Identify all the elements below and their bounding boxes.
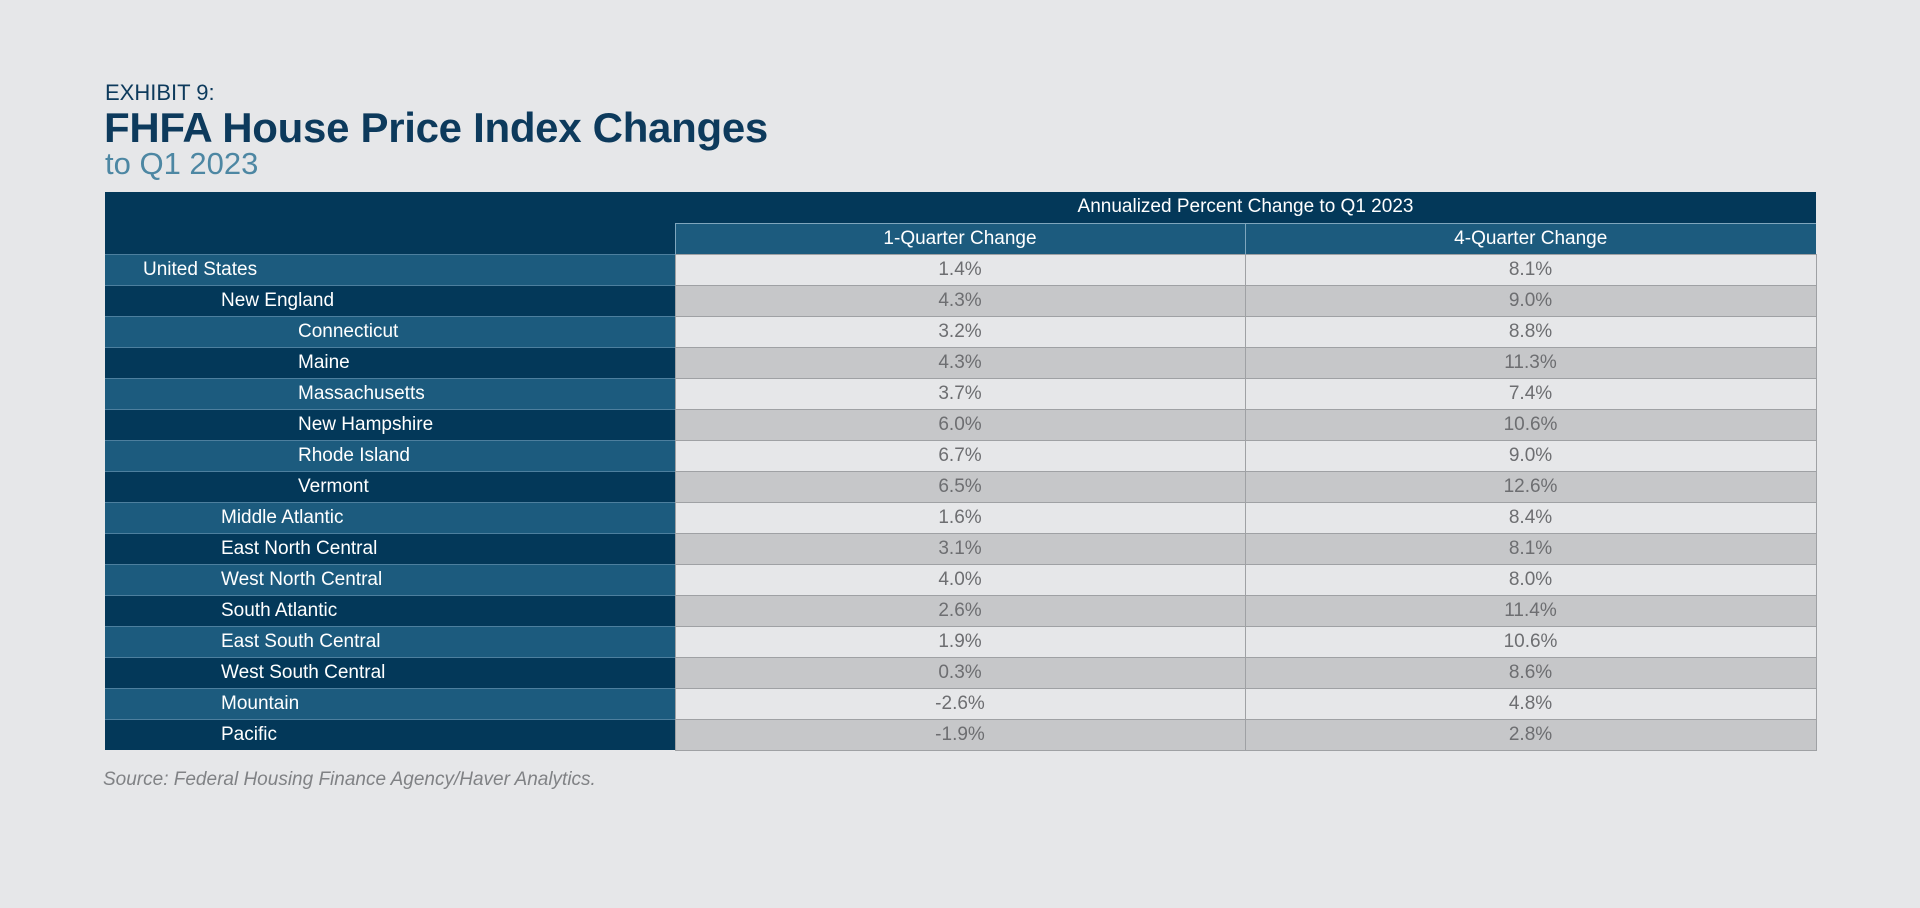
four-quarter-change-cell: 4.8% (1244, 687, 1817, 720)
table-body: United States 1.4% 8.1% New England 4.3% 9.0%… (105, 253, 1817, 751)
region-name-cell: Mountain (105, 687, 675, 719)
region-name-cell: West North Central (105, 563, 675, 595)
region-name-cell: Middle Atlantic (105, 501, 675, 533)
one-quarter-change-cell: 0.3% (674, 656, 1246, 689)
one-quarter-change-cell: 4.3% (674, 346, 1246, 379)
region-name-cell: Maine (105, 346, 675, 378)
exhibit-label: EXHIBIT 9: (105, 80, 215, 105)
column-header-1q: 1-Quarter Change (674, 222, 1245, 254)
one-quarter-change-cell: 6.7% (674, 439, 1246, 472)
four-quarter-change-cell: 8.8% (1244, 315, 1817, 348)
one-quarter-change-cell: 3.7% (674, 377, 1246, 410)
region-name-cell: Pacific (105, 718, 675, 750)
four-quarter-change-cell: 8.4% (1244, 501, 1817, 534)
region-name-cell: East North Central (105, 532, 675, 564)
one-quarter-change-cell: 1.9% (674, 625, 1246, 658)
four-quarter-change-cell: 8.1% (1244, 253, 1817, 286)
four-quarter-change-cell: 12.6% (1244, 470, 1817, 503)
four-quarter-change-cell: 10.6% (1244, 625, 1817, 658)
table-row: Connecticut 3.2% 8.8% (105, 315, 1817, 348)
one-quarter-change-cell: 1.4% (674, 253, 1246, 286)
table-header: Annualized Percent Change to Q1 2023 1-Q… (105, 192, 1816, 254)
one-quarter-change-cell: 2.6% (674, 594, 1246, 627)
table-row: New Hampshire 6.0% 10.6% (105, 408, 1817, 441)
region-name-cell: New England (105, 284, 675, 316)
table-row: Mountain -2.6% 4.8% (105, 687, 1817, 720)
chart-title: FHFA House Price Index Changes (104, 104, 768, 151)
one-quarter-change-cell: 3.2% (674, 315, 1246, 348)
region-name-cell: South Atlantic (105, 594, 675, 626)
region-name-cell: New Hampshire (105, 408, 675, 440)
four-quarter-change-cell: 8.0% (1244, 563, 1817, 596)
four-quarter-change-cell: 7.4% (1244, 377, 1817, 410)
region-name-cell: East South Central (105, 625, 675, 657)
region-name-cell: Massachusetts (105, 377, 675, 409)
region-header-blank (105, 192, 675, 254)
four-quarter-change-cell: 8.1% (1244, 532, 1817, 565)
one-quarter-change-cell: -2.6% (674, 687, 1246, 720)
four-quarter-change-cell: 11.4% (1244, 594, 1817, 627)
header-group-row: Annualized Percent Change to Q1 2023 (105, 192, 1816, 254)
table-row: East South Central 1.9% 10.6% (105, 625, 1817, 658)
region-name-cell: United States (105, 253, 675, 285)
four-quarter-change-cell: 9.0% (1244, 439, 1817, 472)
one-quarter-change-cell: 4.3% (674, 284, 1246, 317)
column-header-4q: 4-Quarter Change (1244, 222, 1816, 254)
four-quarter-change-cell: 2.8% (1244, 718, 1817, 751)
region-name-cell: West South Central (105, 656, 675, 688)
one-quarter-change-cell: 1.6% (674, 501, 1246, 534)
region-name-cell: Connecticut (105, 315, 675, 347)
table-row: United States 1.4% 8.1% (105, 253, 1817, 286)
table-row: Massachusetts 3.7% 7.4% (105, 377, 1817, 410)
one-quarter-change-cell: 6.5% (674, 470, 1246, 503)
table-row: East North Central 3.1% 8.1% (105, 532, 1817, 565)
four-quarter-change-cell: 10.6% (1244, 408, 1817, 441)
table-row: Maine 4.3% 11.3% (105, 346, 1817, 379)
four-quarter-change-cell: 11.3% (1244, 346, 1817, 379)
table-row: Rhode Island 6.7% 9.0% (105, 439, 1817, 472)
one-quarter-change-cell: -1.9% (674, 718, 1246, 751)
column-group-header: Annualized Percent Change to Q1 2023 (675, 192, 1816, 223)
table-row: West North Central 4.0% 8.0% (105, 563, 1817, 596)
table-row: West South Central 0.3% 8.6% (105, 656, 1817, 689)
table-row: South Atlantic 2.6% 11.4% (105, 594, 1817, 627)
one-quarter-change-cell: 3.1% (674, 532, 1246, 565)
table-row: Pacific -1.9% 2.8% (105, 718, 1817, 751)
region-name-cell: Rhode Island (105, 439, 675, 471)
table-row: Vermont 6.5% 12.6% (105, 470, 1817, 503)
four-quarter-change-cell: 8.6% (1244, 656, 1817, 689)
source-note: Source: Federal Housing Finance Agency/H… (103, 769, 596, 790)
one-quarter-change-cell: 6.0% (674, 408, 1246, 441)
four-quarter-change-cell: 9.0% (1244, 284, 1817, 317)
hpi-table: Annualized Percent Change to Q1 2023 1-Q… (105, 192, 1817, 751)
table-row: New England 4.3% 9.0% (105, 284, 1817, 317)
table-row: Middle Atlantic 1.6% 8.4% (105, 501, 1817, 534)
chart-subtitle: to Q1 2023 (105, 146, 259, 181)
header-columns-row: 1-Quarter Change 4-Quarter Change (105, 222, 1816, 254)
region-name-cell: Vermont (105, 470, 675, 502)
one-quarter-change-cell: 4.0% (674, 563, 1246, 596)
